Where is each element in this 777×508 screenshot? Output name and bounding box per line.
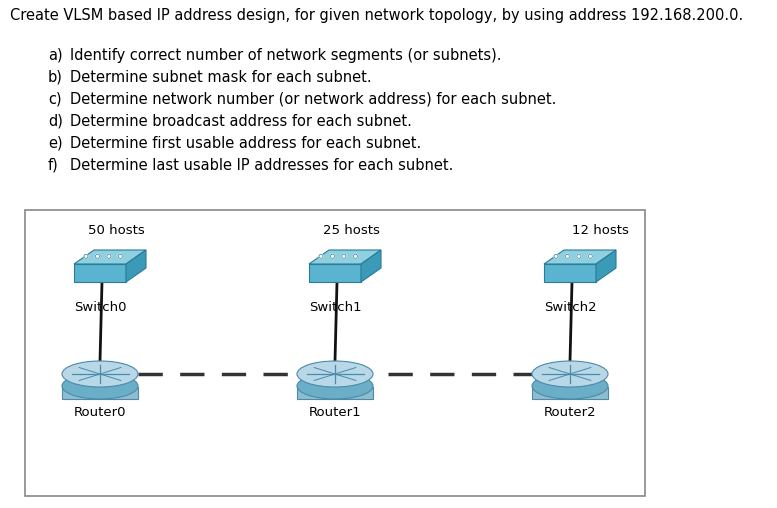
Text: Switch2: Switch2 (544, 301, 597, 314)
Text: Create VLSM based IP address design, for given network topology, by using addres: Create VLSM based IP address design, for… (10, 8, 744, 23)
Circle shape (84, 255, 88, 258)
Polygon shape (309, 264, 361, 282)
Circle shape (588, 255, 592, 258)
Polygon shape (544, 264, 596, 282)
FancyBboxPatch shape (297, 387, 373, 399)
Polygon shape (544, 250, 616, 264)
Text: Switch1: Switch1 (309, 301, 361, 314)
Circle shape (342, 255, 346, 258)
Text: 25 hosts: 25 hosts (323, 224, 380, 237)
Circle shape (96, 255, 99, 258)
Polygon shape (309, 250, 381, 264)
Text: Determine first usable address for each subnet.: Determine first usable address for each … (70, 136, 421, 151)
Text: a): a) (48, 48, 63, 63)
Text: Router1: Router1 (309, 406, 361, 419)
Text: e): e) (48, 136, 63, 151)
Text: Determine subnet mask for each subnet.: Determine subnet mask for each subnet. (70, 70, 371, 85)
Text: Identify correct number of network segments (or subnets).: Identify correct number of network segme… (70, 48, 501, 63)
Polygon shape (126, 250, 146, 282)
Bar (25, 210, 645, 496)
Circle shape (319, 255, 323, 258)
Text: Router2: Router2 (544, 406, 597, 419)
Polygon shape (74, 250, 146, 264)
Text: b): b) (48, 70, 63, 85)
Circle shape (330, 255, 334, 258)
Text: Determine broadcast address for each subnet.: Determine broadcast address for each sub… (70, 114, 412, 129)
Circle shape (107, 255, 111, 258)
Ellipse shape (62, 373, 138, 399)
Text: Determine last usable IP addresses for each subnet.: Determine last usable IP addresses for e… (70, 158, 453, 173)
Text: d): d) (48, 114, 63, 129)
Ellipse shape (297, 361, 373, 387)
Circle shape (554, 255, 558, 258)
Polygon shape (74, 264, 126, 282)
Text: c): c) (48, 92, 61, 107)
Text: 50 hosts: 50 hosts (88, 224, 145, 237)
Text: Determine network number (or network address) for each subnet.: Determine network number (or network add… (70, 92, 556, 107)
Ellipse shape (532, 373, 608, 399)
Circle shape (354, 255, 357, 258)
Ellipse shape (297, 373, 373, 399)
Circle shape (118, 255, 122, 258)
Text: f): f) (48, 158, 59, 173)
Text: Switch0: Switch0 (74, 301, 127, 314)
FancyBboxPatch shape (532, 387, 608, 399)
Text: 12 hosts: 12 hosts (572, 224, 629, 237)
FancyBboxPatch shape (62, 387, 138, 399)
Polygon shape (596, 250, 616, 282)
Circle shape (566, 255, 570, 258)
Circle shape (577, 255, 581, 258)
Ellipse shape (62, 361, 138, 387)
Polygon shape (361, 250, 381, 282)
Text: Router0: Router0 (74, 406, 127, 419)
Ellipse shape (532, 361, 608, 387)
